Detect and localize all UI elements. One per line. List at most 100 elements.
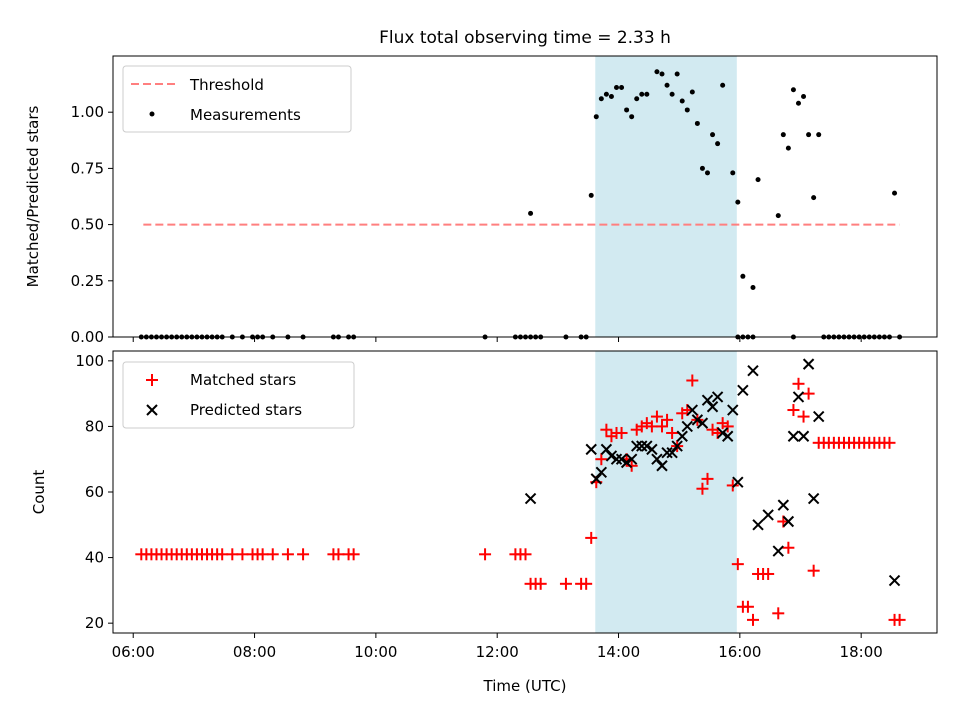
predicted-star-point	[782, 515, 795, 528]
measurement-point	[811, 195, 817, 201]
measurement-point	[608, 93, 614, 99]
predicted-star-point	[807, 492, 820, 505]
measurement-point	[619, 84, 625, 90]
predicted-star-point	[752, 519, 764, 531]
matched-star-point	[347, 548, 360, 561]
measurement-point	[775, 213, 781, 219]
predicted-star-point	[590, 473, 602, 485]
predicted-star-point	[615, 453, 628, 465]
legend-predicted-label: Predicted stars	[190, 401, 302, 419]
predicted-star-point	[671, 440, 683, 452]
matched-star-point	[807, 564, 820, 577]
bottom-y-tick-label: 20	[85, 614, 104, 632]
predicted-star-point	[646, 443, 658, 456]
measurement-point	[593, 114, 599, 120]
matched-star-point	[726, 479, 739, 492]
predicted-star-point	[656, 460, 668, 472]
predicted-star-point	[792, 391, 805, 403]
top-y-tick-label: 0.25	[71, 272, 104, 290]
matched-star-point	[650, 410, 663, 423]
matched-star-point	[721, 420, 734, 433]
measurement-point	[715, 141, 721, 147]
predicted-star-point	[772, 545, 784, 557]
matched-star-point	[236, 548, 249, 561]
predicted-star-point	[888, 574, 901, 587]
x-axis-label: Time (UTC)	[483, 677, 567, 695]
measurement-point	[785, 145, 791, 151]
predicted-star-point	[585, 443, 597, 456]
measurement-point	[624, 107, 630, 113]
matched-star-point	[792, 377, 805, 390]
top-shaded-interval	[595, 56, 737, 337]
x-tick-label: 16:00	[718, 643, 761, 661]
matched-star-point	[762, 567, 775, 580]
bottom-shaded-interval	[595, 351, 737, 633]
predicted-star-point	[595, 466, 608, 479]
matched-star-point	[893, 613, 906, 626]
measurement-point	[684, 107, 690, 113]
matched-star-point	[686, 374, 699, 387]
measurement-point	[644, 91, 650, 97]
measurement-point	[603, 91, 609, 97]
bottom-y-ticks: 20 40 60 80 100	[75, 352, 113, 632]
measurement-point	[689, 89, 695, 95]
measurement-point	[710, 132, 716, 138]
legend-threshold-label: Threshold	[189, 76, 264, 94]
top-panel: 0.00 0.25 0.50 0.75 1.00 Matched/Predicted s…	[24, 55, 938, 346]
matched-star-point	[479, 548, 492, 561]
measurement-point	[740, 273, 746, 279]
measurement-point	[664, 82, 670, 88]
predicted-star-point	[524, 492, 537, 505]
matched-star-point	[655, 420, 668, 433]
bottom-x-ticks: 06:00 08:00 10:00 12:00 14:00 16:00 18:00	[112, 633, 883, 661]
matched-star-point	[797, 410, 810, 423]
measurement-point	[669, 91, 675, 97]
measurement-point	[816, 132, 822, 138]
matched-star-point	[746, 613, 759, 626]
predicted-star-point	[691, 414, 704, 426]
matched-star-point	[701, 472, 714, 485]
matched-star-point	[615, 426, 628, 439]
matched-star-point	[266, 548, 279, 561]
matched-star-point	[661, 413, 674, 426]
predicted-star-point	[610, 453, 623, 465]
matched-star-point	[585, 531, 598, 544]
measurement-point	[806, 132, 812, 138]
matched-star-point	[696, 482, 709, 495]
matched-star-point	[534, 577, 547, 590]
predicted-star-point	[696, 417, 709, 429]
predicted-star-point	[651, 453, 663, 465]
matched-star-point	[226, 548, 239, 561]
predicted-star-point	[737, 384, 749, 397]
matched-star-point	[216, 548, 229, 561]
measurement-point	[654, 69, 660, 75]
matched-star-point	[580, 577, 593, 590]
measurement-point	[639, 91, 645, 97]
x-tick-label: 14:00	[597, 643, 640, 661]
predicted-star-point	[711, 391, 724, 403]
matched-star-point	[595, 453, 608, 466]
measurement-point	[790, 87, 796, 93]
measurement-point	[780, 132, 786, 138]
matched-star-point	[281, 548, 294, 561]
measurement-point	[795, 100, 801, 106]
legend-predicted-swatch	[146, 404, 158, 416]
x-tick-label: 18:00	[840, 643, 883, 661]
predicted-star-point	[762, 509, 774, 521]
predicted-star-point	[605, 450, 618, 462]
predicted-star-point	[686, 404, 699, 416]
matched-star-point	[297, 548, 310, 561]
top-y-tick-label: 0.00	[71, 328, 104, 346]
top-legend-box	[122, 65, 352, 133]
bottom-y-tick-label: 40	[85, 549, 104, 567]
bottom-panel: 06:00 08:00 10:00 12:00 14:00 16:00 18:00 20 40…	[30, 350, 938, 695]
legend-matched-swatch	[146, 374, 158, 386]
predicted-star-point	[732, 476, 744, 488]
chart-title: Flux total observing time = 2.33 h	[379, 28, 671, 48]
measurement-point	[704, 170, 710, 176]
predicted-star-point	[666, 446, 678, 459]
top-y-axis-label: Matched/Predicted stars	[24, 106, 42, 288]
predicted-star-point	[620, 456, 633, 469]
measurement-point	[679, 98, 685, 104]
predicted-star-point	[747, 364, 759, 377]
